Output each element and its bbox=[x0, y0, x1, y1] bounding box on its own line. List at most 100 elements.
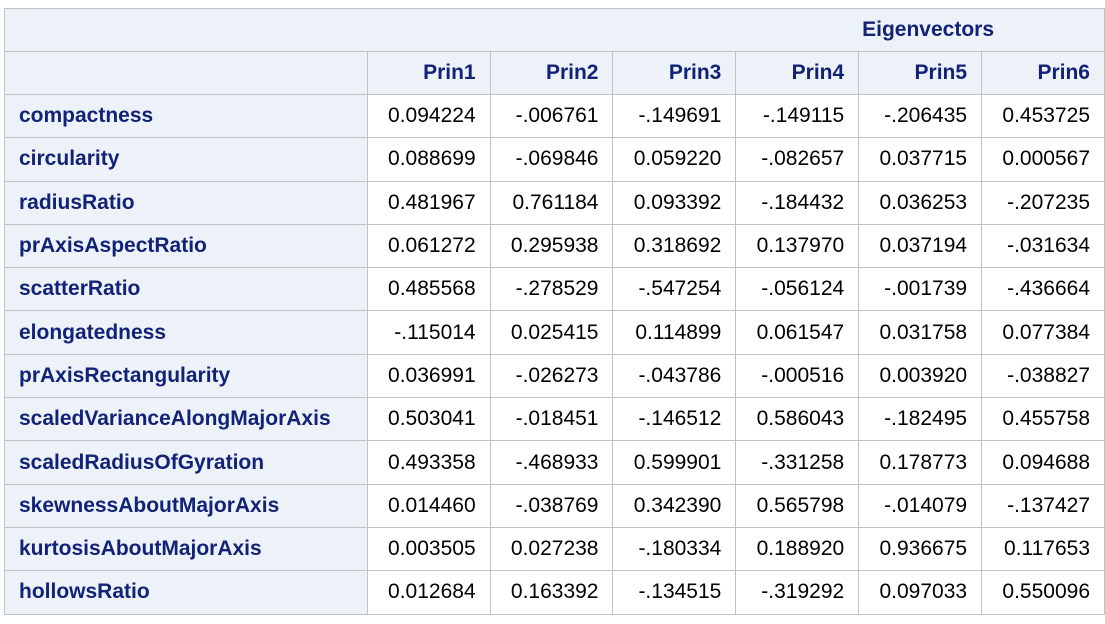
column-header-prin5: Prin5 bbox=[858, 51, 983, 95]
row-header: elongatedness bbox=[4, 310, 368, 355]
table-row: circularity 0.088699 -.069846 0.059220 -.082… bbox=[4, 137, 1105, 182]
table-cell: -.319292 bbox=[735, 570, 860, 615]
table-cell: -.115014 bbox=[366, 310, 491, 355]
table-cell: 0.059220 bbox=[612, 137, 737, 182]
table-cell: 0.014460 bbox=[366, 483, 491, 528]
table-row: hollowsRatio 0.012684 0.163392 -.134515 -.31… bbox=[4, 570, 1105, 615]
table-cell: -.006761 bbox=[489, 93, 614, 139]
table-cell: 0.586043 bbox=[735, 397, 860, 442]
table-cell: 0.097033 bbox=[858, 570, 983, 615]
column-header-prin1: Prin1 bbox=[366, 51, 491, 95]
row-header: scaledRadiusOfGyration bbox=[4, 440, 368, 485]
table-cell: -.278529 bbox=[489, 267, 614, 312]
row-header: scaledVarianceAlongMajorAxis bbox=[4, 397, 368, 442]
corner-cell bbox=[4, 51, 368, 95]
table-cell: 0.503041 bbox=[366, 397, 491, 442]
table-cell: -.547254 bbox=[612, 267, 737, 312]
row-header: circularity bbox=[4, 137, 368, 182]
row-header: kurtosisAboutMajorAxis bbox=[4, 526, 368, 572]
row-header: prAxisAspectRatio bbox=[4, 223, 368, 269]
table-cell: 0.485568 bbox=[366, 267, 491, 312]
spanning-header: Eigenvectors bbox=[4, 8, 1105, 52]
table-row: scaledRadiusOfGyration 0.493358 -.468933 0.… bbox=[4, 440, 1105, 485]
table-cell: -.069846 bbox=[489, 137, 614, 182]
table-cell: 0.025415 bbox=[489, 310, 614, 355]
eigenvectors-table: Eigenvectors Prin1 Prin2 Prin3 Prin4 Prin5 Pr… bbox=[4, 8, 1105, 615]
table-cell: -.031634 bbox=[981, 223, 1105, 269]
table-cell: 0.037715 bbox=[858, 137, 983, 182]
row-header: prAxisRectangularity bbox=[4, 353, 368, 399]
table-row: kurtosisAboutMajorAxis 0.003505 0.027238 -.… bbox=[4, 526, 1105, 572]
table-cell: 0.093392 bbox=[612, 180, 737, 225]
table-cell: -.082657 bbox=[735, 137, 860, 182]
table-cell: 0.493358 bbox=[366, 440, 491, 485]
table-cell: -.134515 bbox=[612, 570, 737, 615]
table-row: compactness 0.094224 -.006761 -.149691 -.149… bbox=[4, 93, 1105, 139]
table-cell: -.137427 bbox=[981, 483, 1105, 528]
table-cell: 0.137970 bbox=[735, 223, 860, 269]
column-header-row: Prin1 Prin2 Prin3 Prin4 Prin5 Prin6 bbox=[4, 51, 1105, 95]
table-cell: 0.036991 bbox=[366, 353, 491, 399]
table-cell: 0.027238 bbox=[489, 526, 614, 572]
table-row: prAxisAspectRatio 0.061272 0.295938 0.31869… bbox=[4, 223, 1105, 269]
table-cell: -.014079 bbox=[858, 483, 983, 528]
table-row: elongatedness -.115014 0.025415 0.114899 0.0… bbox=[4, 310, 1105, 355]
table-cell: 0.077384 bbox=[981, 310, 1105, 355]
table-cell: -.000516 bbox=[735, 353, 860, 399]
table-cell: 0.114899 bbox=[612, 310, 737, 355]
table-cell: -.043786 bbox=[612, 353, 737, 399]
column-header-prin4: Prin4 bbox=[735, 51, 860, 95]
table-cell: 0.342390 bbox=[612, 483, 737, 528]
table-cell: -.206435 bbox=[858, 93, 983, 139]
table-cell: 0.003505 bbox=[366, 526, 491, 572]
table-cell: -.182495 bbox=[858, 397, 983, 442]
table-cell: 0.088699 bbox=[366, 137, 491, 182]
table-cell: 0.094688 bbox=[981, 440, 1105, 485]
table-cell: 0.117653 bbox=[981, 526, 1105, 572]
table-cell: 0.481967 bbox=[366, 180, 491, 225]
table-cell: 0.061272 bbox=[366, 223, 491, 269]
table-cell: -.180334 bbox=[612, 526, 737, 572]
column-header-prin6: Prin6 bbox=[981, 51, 1105, 95]
table-cell: 0.031758 bbox=[858, 310, 983, 355]
table-cell: -.038827 bbox=[981, 353, 1105, 399]
column-header-prin2: Prin2 bbox=[489, 51, 614, 95]
table-row: prAxisRectangularity 0.036991 -.026273 -.04… bbox=[4, 353, 1105, 399]
table-cell: -.146512 bbox=[612, 397, 737, 442]
table-cell: -.436664 bbox=[981, 267, 1105, 312]
table-cell: -.038769 bbox=[489, 483, 614, 528]
table-cell: 0.094224 bbox=[366, 93, 491, 139]
row-header: hollowsRatio bbox=[4, 570, 368, 615]
table-cell: 0.318692 bbox=[612, 223, 737, 269]
table-cell: -.207235 bbox=[981, 180, 1105, 225]
table-cell: 0.036253 bbox=[858, 180, 983, 225]
table-cell: 0.455758 bbox=[981, 397, 1105, 442]
table-row: scatterRatio 0.485568 -.278529 -.547254 -.05… bbox=[4, 267, 1105, 312]
table-cell: 0.599901 bbox=[612, 440, 737, 485]
table-cell: -.026273 bbox=[489, 353, 614, 399]
row-header: skewnessAboutMajorAxis bbox=[4, 483, 368, 528]
table-cell: 0.163392 bbox=[489, 570, 614, 615]
table-cell: -.001739 bbox=[858, 267, 983, 312]
table-cell: -.149115 bbox=[735, 93, 860, 139]
table-cell: 0.012684 bbox=[366, 570, 491, 615]
table-cell: -.056124 bbox=[735, 267, 860, 312]
row-header: compactness bbox=[4, 93, 368, 139]
table-cell: -.184432 bbox=[735, 180, 860, 225]
table-row: scaledVarianceAlongMajorAxis 0.503041 -.01… bbox=[4, 397, 1105, 442]
row-header: radiusRatio bbox=[4, 180, 368, 225]
table-cell: -.468933 bbox=[489, 440, 614, 485]
table-cell: 0.550096 bbox=[981, 570, 1105, 615]
table-row: radiusRatio 0.481967 0.761184 0.093392 -.184… bbox=[4, 180, 1105, 225]
table-row: skewnessAboutMajorAxis 0.014460 -.038769 0.… bbox=[4, 483, 1105, 528]
table-cell: 0.061547 bbox=[735, 310, 860, 355]
table-cell: 0.178773 bbox=[858, 440, 983, 485]
table-cell: 0.453725 bbox=[981, 93, 1105, 139]
row-header: scatterRatio bbox=[4, 267, 368, 312]
column-header-prin3: Prin3 bbox=[612, 51, 737, 95]
table-cell: 0.761184 bbox=[489, 180, 614, 225]
table-cell: 0.936675 bbox=[858, 526, 983, 572]
spanning-header-row: Eigenvectors bbox=[4, 8, 1105, 52]
table-cell: 0.565798 bbox=[735, 483, 860, 528]
table-cell: -.018451 bbox=[489, 397, 614, 442]
